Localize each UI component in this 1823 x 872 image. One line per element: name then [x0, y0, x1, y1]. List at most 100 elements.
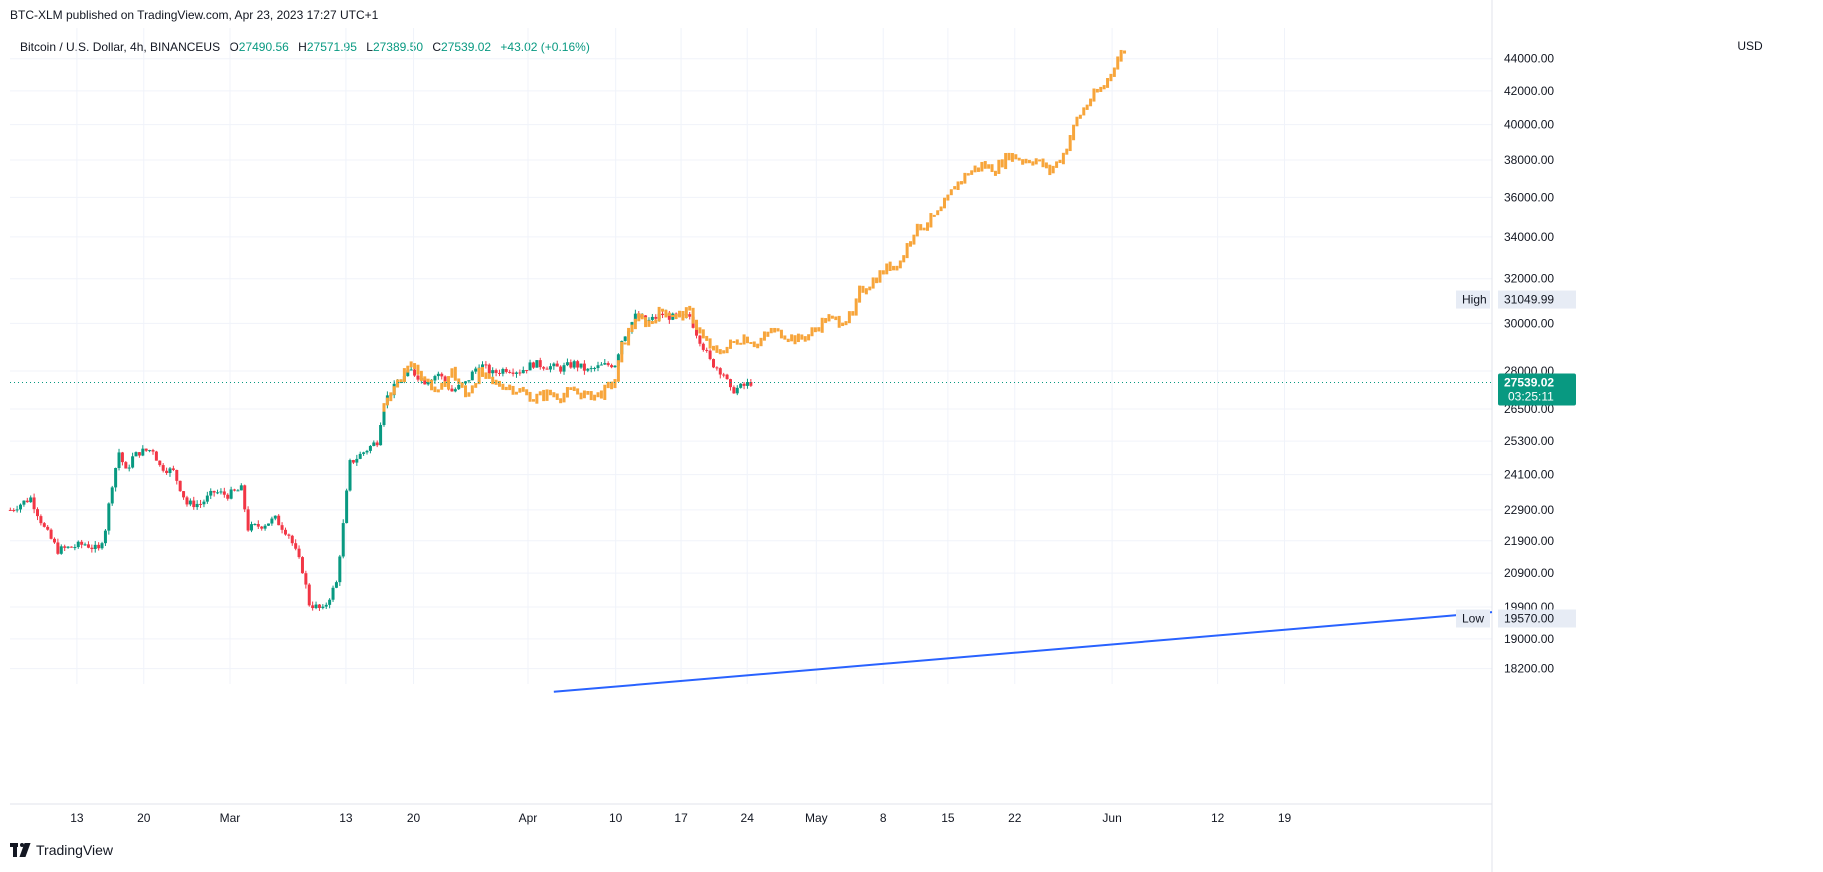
projection-bar [739, 342, 743, 345]
candle-body [474, 368, 478, 372]
projection-bar [545, 389, 549, 401]
projection-bar [1041, 158, 1045, 168]
price-tick-label: 32000.00 [1504, 272, 1554, 286]
candle-body [521, 370, 525, 374]
candle-body [131, 456, 135, 468]
candle-body [209, 490, 213, 496]
projection-bar [1058, 159, 1062, 163]
price-tick-label: 24100.00 [1504, 468, 1554, 482]
projection-bar [576, 388, 580, 395]
candle-body [311, 605, 315, 609]
projection-bar [402, 368, 406, 383]
projection-bar [796, 333, 800, 343]
last-price-badge-bg [1498, 373, 1576, 406]
price-tick-label: 36000.00 [1504, 190, 1554, 204]
projection-bar [830, 315, 834, 319]
projection-bar [851, 311, 855, 316]
projection-bar [1061, 152, 1065, 165]
candle-body [188, 500, 192, 505]
marker-value-bg [1498, 290, 1576, 309]
candle-body [219, 491, 223, 493]
close-label: C [432, 40, 442, 54]
projection-bar [491, 376, 495, 385]
tradingview-logo[interactable]: TradingView [10, 842, 113, 858]
projection-bar [786, 338, 790, 343]
projection-bar [582, 390, 586, 399]
change-value: +43.02 (+0.16%) [500, 40, 590, 54]
candle-body [304, 573, 308, 585]
candle-body [178, 480, 182, 492]
price-tick-label: 40000.00 [1504, 118, 1554, 132]
projection-bar [423, 376, 427, 381]
candle-body [52, 538, 56, 543]
candle-body [603, 363, 607, 365]
candle-body [562, 365, 566, 372]
projection-bar [514, 391, 518, 395]
candle-body [722, 374, 726, 376]
projection-bar [460, 382, 464, 388]
candle-body [481, 364, 485, 368]
candle-body [229, 489, 233, 499]
candle-body [528, 362, 532, 371]
projection-bar [932, 214, 936, 217]
candle-body [749, 382, 753, 386]
projection-bar [518, 388, 522, 393]
projection-bar [966, 173, 970, 176]
price-axis: 44000.00 42000.00 40000.00 38000.00 36000.00… [1504, 52, 1554, 676]
candle-body [667, 313, 671, 320]
projection-bar [511, 385, 515, 395]
candle-body [565, 362, 569, 366]
price-tick-label: 25300.00 [1504, 434, 1554, 448]
candle-body [586, 368, 590, 371]
candle-body [168, 468, 172, 474]
candle-body [321, 606, 325, 608]
candle-body [708, 350, 712, 360]
projection-bar [817, 327, 821, 332]
candle-body [314, 604, 318, 609]
candle-body [287, 534, 291, 536]
projection-bar [640, 313, 644, 320]
projection-bar [579, 392, 583, 400]
projection-bar [898, 260, 902, 269]
projection-bar [691, 307, 695, 324]
projection-bar [569, 387, 573, 391]
candle-body [470, 371, 474, 381]
open-label: O [229, 40, 239, 54]
projection-bar [837, 315, 841, 328]
candle-body [195, 503, 199, 508]
candle-body [348, 460, 352, 491]
marker-label: High [1462, 293, 1487, 307]
candle-body [569, 362, 573, 368]
marker-value: 31049.99 [1504, 293, 1554, 307]
candle-body [69, 546, 73, 548]
projection-bar [1055, 161, 1059, 168]
projection-bar [1031, 161, 1035, 166]
projection-bar [664, 309, 668, 318]
projection-bar [637, 313, 641, 322]
countdown-value: 03:25:11 [1508, 389, 1554, 403]
projection-bar [885, 263, 889, 275]
projection-bar [535, 393, 539, 404]
candle-body [290, 535, 294, 544]
projection-bar [919, 224, 923, 231]
candle-body [334, 582, 338, 588]
trend-line[interactable] [553, 611, 1493, 693]
candle-body [623, 336, 627, 341]
candle-body [192, 500, 196, 508]
candle-body [42, 523, 46, 527]
candle-body [409, 369, 413, 371]
projection-bar [1004, 152, 1008, 170]
projection-bar [688, 305, 692, 311]
candle-body [317, 604, 321, 608]
projection-bar [871, 277, 875, 289]
projection-bar [1000, 159, 1004, 168]
candle-body [148, 450, 152, 452]
candle-body [86, 544, 90, 548]
projection-bar [661, 308, 665, 312]
projection-bar [613, 379, 617, 389]
candle-body [739, 383, 743, 388]
candle-body [158, 460, 162, 466]
projection-bar [1109, 73, 1113, 82]
symbol-name: Bitcoin / U.S. Dollar, 4h, BINANCEUS [20, 40, 221, 54]
